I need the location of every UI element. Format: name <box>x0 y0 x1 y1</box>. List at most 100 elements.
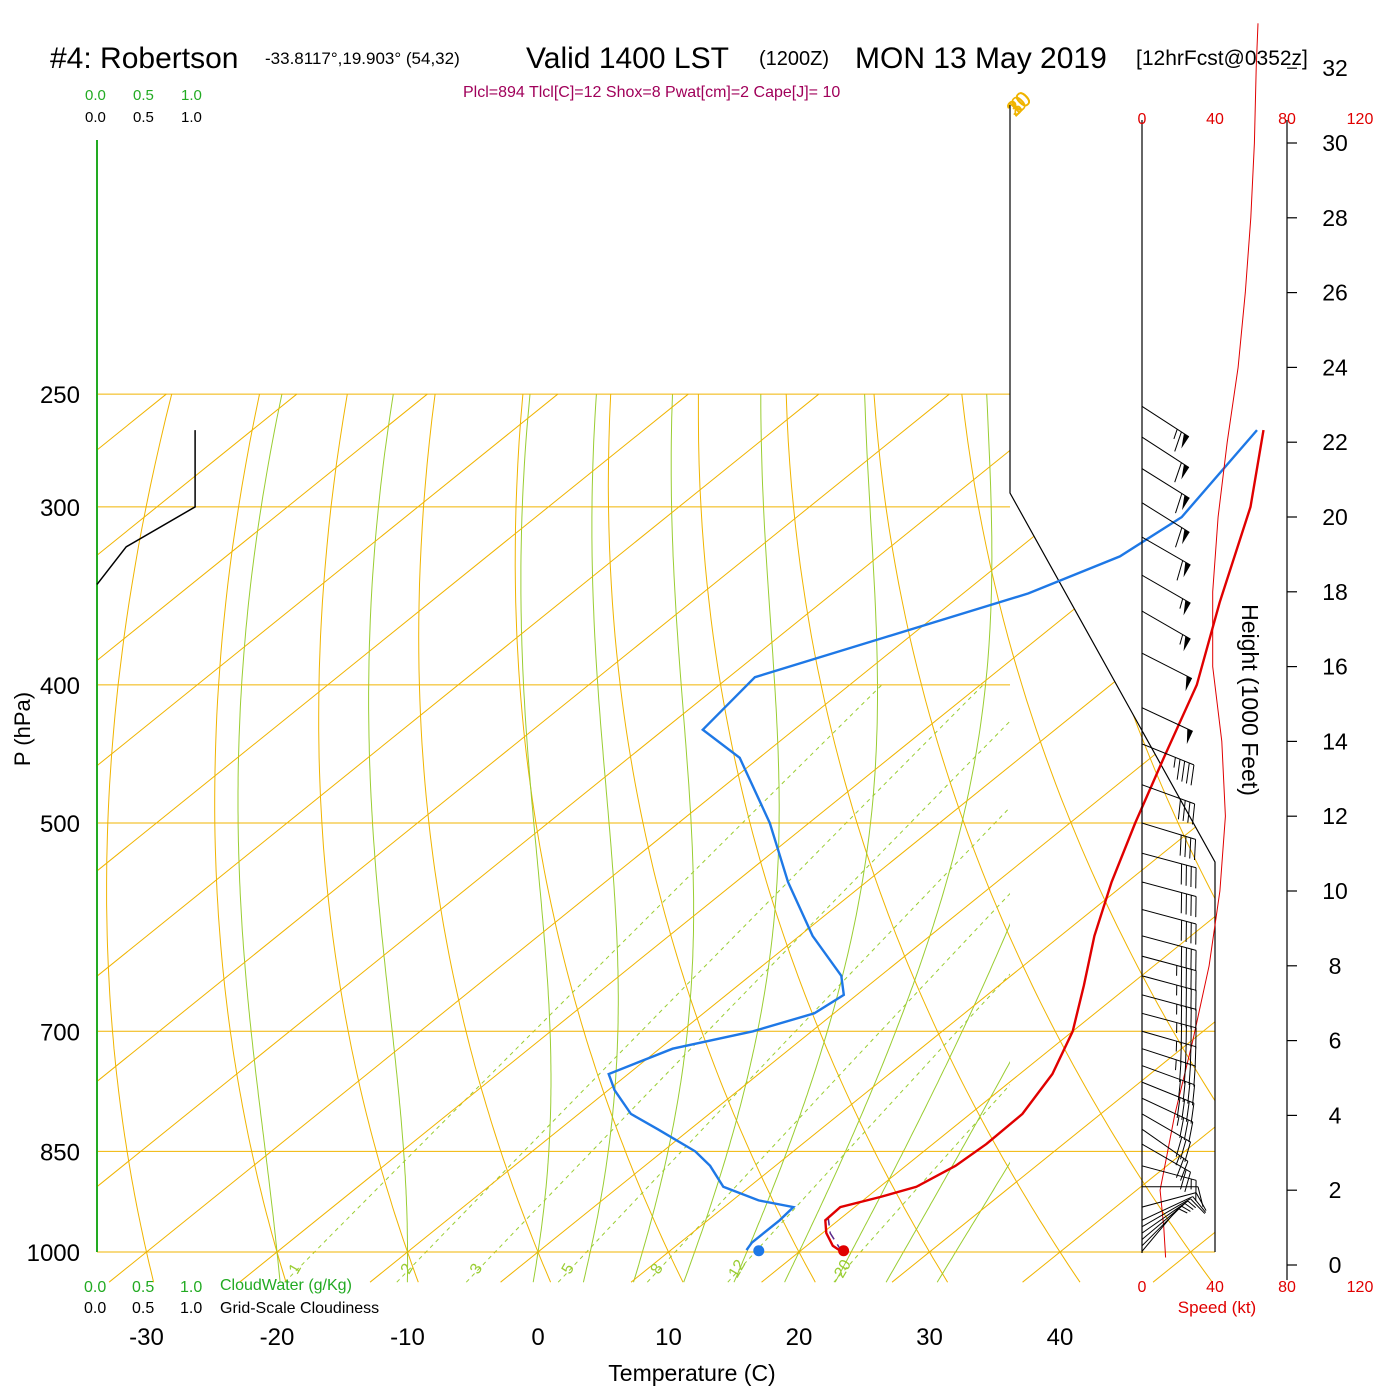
dry-adiabat-30 <box>697 394 949 1283</box>
height-tick-10: 10 <box>1322 878 1348 904</box>
mixing-ratio-label-20: 20 <box>831 1257 855 1281</box>
moist-adiabat-28 <box>885 1061 1010 1283</box>
wind-barb-staff <box>1141 935 1197 951</box>
height-tick-2: 2 <box>1329 1177 1342 1203</box>
moist-adiabat-32 <box>936 1161 1010 1283</box>
dry-adiabat-20 <box>607 394 816 1283</box>
cloudwater-bottom-tick-2: 1.0 <box>180 1279 202 1296</box>
wind-barb <box>1141 1205 1191 1247</box>
moist-adiabat--20 <box>237 393 283 1283</box>
mixing-ratio-line-8 <box>646 892 1010 1283</box>
mixing-ratio-line-3 <box>465 720 1010 1283</box>
dry-adiabat-40 <box>785 394 1081 1283</box>
moist-adiabat-16 <box>733 394 878 1283</box>
wind-barb-half <box>1173 757 1176 768</box>
wind-barb-staff <box>1141 536 1191 566</box>
wind-barb-full <box>1175 527 1183 548</box>
wind-barb <box>1141 1198 1206 1228</box>
wind-barb-full <box>1190 764 1195 786</box>
cloudwater-bottom-legend: 0.0 0.5 1.0 CloudWater (g/Kg) <box>84 1277 352 1296</box>
temperature-tick--10: -10 <box>390 1324 425 1351</box>
wind-barb-half <box>1181 1205 1191 1212</box>
wind-barb-staff <box>1141 610 1191 640</box>
cloudwater-bottom-tick-1: 0.5 <box>132 1279 154 1296</box>
wind-barb-full <box>1183 1062 1187 1084</box>
wind-barb-full <box>1184 836 1187 858</box>
wind-barb-pennant <box>1182 529 1190 545</box>
moist-adiabat--10 <box>368 394 409 1283</box>
wind-barb-full <box>1191 1084 1196 1106</box>
cloudiness-top-ticks: 0.0 0.5 1.0 <box>85 109 202 126</box>
wind-barb-pennant <box>1183 562 1191 578</box>
dry-adiabat-60 <box>961 394 1215 1283</box>
temperature-tick-10: 10 <box>655 1324 682 1351</box>
wind-barb-full <box>1193 839 1197 861</box>
pressure-label-300: 300 <box>40 495 80 522</box>
wind-barb <box>1141 1196 1207 1221</box>
wind-barb-full <box>1195 1192 1207 1211</box>
wind-barb-staff <box>1141 1097 1193 1123</box>
wind-barb-staff <box>1141 743 1195 766</box>
pressure-axis-labels: 250 300 400 500 700 850 1000 <box>27 382 80 1267</box>
wind-barb-staff <box>1141 1198 1191 1228</box>
cloudiness-label: Grid-Scale Cloudiness <box>220 1300 379 1317</box>
wind-barb <box>1141 1203 1194 1240</box>
moist-adiabats <box>237 393 1010 1283</box>
mixing-ratio-lines <box>284 684 1010 1283</box>
wind-barb-staff <box>1141 436 1190 469</box>
dry-adiabat--10 <box>318 394 419 1283</box>
isotherm--70 <box>97 393 689 1283</box>
isotherms <box>97 393 1215 1283</box>
height-tick-6: 6 <box>1329 1028 1342 1054</box>
wind-barb-full <box>1188 1121 1194 1143</box>
wind-barb <box>1141 994 1197 1030</box>
speed-tick-bottom-120: 120 <box>1347 1279 1374 1296</box>
wind-barb-full <box>1191 803 1196 825</box>
isotherm--110 <box>97 393 167 1283</box>
cloudwater-tick-0: 0.0 <box>85 87 106 104</box>
wind-barb-full <box>1175 1158 1185 1178</box>
temperature-axis-title: Temperature (C) <box>608 1360 775 1386</box>
cloudiness-bottom-tick-0: 0.0 <box>84 1300 106 1317</box>
wind-barb-staff <box>1141 1128 1189 1162</box>
wind-barb-full <box>1183 1119 1189 1141</box>
wind-barb-staff <box>1141 652 1193 680</box>
wind-barb <box>1141 652 1193 692</box>
height-axis-title: Height (1000 Feet) <box>1237 604 1263 796</box>
wind-barb-full <box>1175 1136 1183 1157</box>
wind-barb-staff <box>1141 1143 1191 1173</box>
wind-barb-staff <box>1141 1203 1186 1240</box>
wind-barb-pennant <box>1181 464 1189 480</box>
speed-axis-title: Speed (kt) <box>1178 1298 1256 1317</box>
speed-tick-bottom-0: 0 <box>1138 1279 1147 1296</box>
mixing-ratio-line-12 <box>727 973 1010 1283</box>
wind-barb-half <box>1187 1200 1196 1209</box>
wind-barb-staff <box>1141 1196 1193 1221</box>
speed-tick-top-80: 80 <box>1278 111 1296 128</box>
height-tick-8: 8 <box>1329 953 1342 979</box>
cloudiness-tick-1: 0.5 <box>133 109 154 126</box>
wind-barb-staff <box>1141 994 1197 1010</box>
wind-barb-full <box>1180 1139 1187 1160</box>
temperature-tick-30: 30 <box>916 1324 943 1351</box>
height-tick-24: 24 <box>1322 354 1348 380</box>
cloudiness-bottom-legend: 0.0 0.5 1.0 Grid-Scale Cloudiness <box>84 1300 379 1317</box>
sounding-indices: Plcl=894 Tlcl[C]=12 Shox=8 Pwat[cm]=2 Ca… <box>463 84 840 101</box>
wind-barb-half <box>1176 1115 1180 1126</box>
wind-barb-staff <box>1141 975 1197 991</box>
mixing-ratio-label-12: 12 <box>726 1257 750 1281</box>
wind-barb-staff <box>1141 822 1196 840</box>
wind-barb-full <box>1179 834 1182 856</box>
wind-barb-full <box>1176 1097 1181 1119</box>
wind-barb-pennant <box>1183 636 1191 652</box>
wind-barb-half <box>1179 634 1184 645</box>
wind-barb-full <box>1176 560 1184 581</box>
wind-barb-full <box>1184 1141 1191 1162</box>
station-title: #4: Robertson <box>50 42 238 75</box>
isotherm--30 <box>108 393 1211 1283</box>
temperature-tick--30: -30 <box>129 1324 164 1351</box>
wind-barb-pennant <box>1186 728 1193 745</box>
isotherm-10 <box>630 393 1215 1283</box>
wind-barb <box>1141 1012 1197 1049</box>
